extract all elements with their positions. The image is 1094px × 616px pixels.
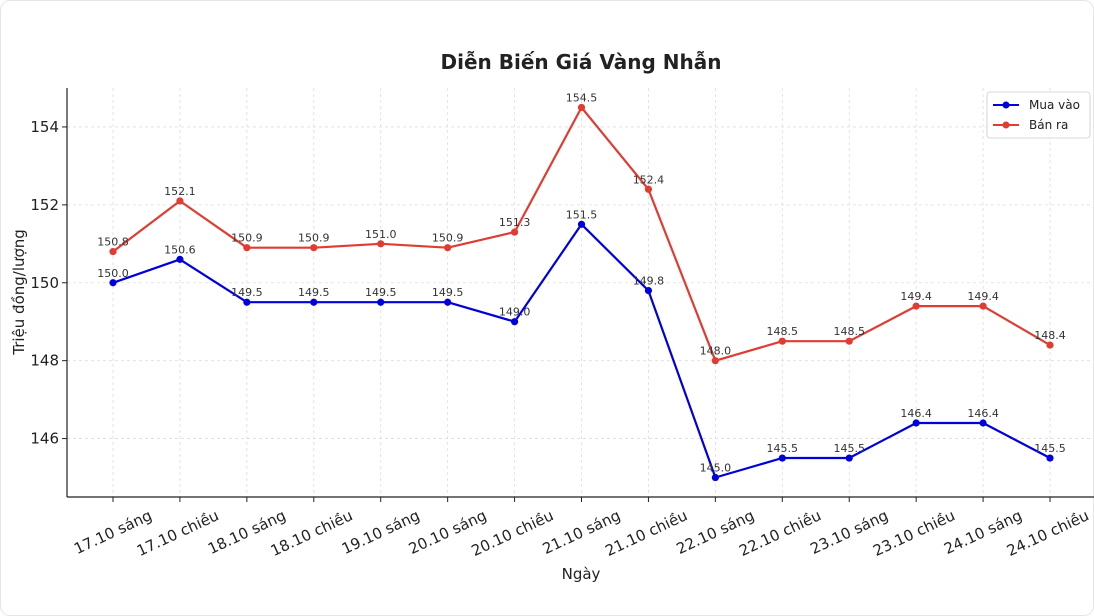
data-point xyxy=(912,302,920,310)
data-label: 149.4 xyxy=(967,290,999,303)
y-tick-label: 152 xyxy=(30,196,59,214)
data-label: 148.5 xyxy=(767,325,799,338)
data-point xyxy=(109,279,117,287)
data-label: 146.4 xyxy=(967,407,999,420)
data-label: 145.5 xyxy=(767,442,799,455)
data-point xyxy=(310,298,318,306)
data-point xyxy=(510,228,519,236)
data-point xyxy=(377,298,385,306)
data-point xyxy=(711,473,719,482)
data-label: 149.5 xyxy=(365,286,397,299)
data-label: 145.5 xyxy=(1034,442,1066,455)
data-point xyxy=(778,454,786,462)
legend-marker-ban-ra xyxy=(1002,121,1010,129)
data-label: 150.0 xyxy=(97,267,129,280)
data-label: 154.5 xyxy=(566,91,598,104)
data-label: 149.5 xyxy=(231,286,263,299)
data-label: 145.0 xyxy=(700,462,732,475)
data-label: 145.5 xyxy=(833,442,865,455)
data-label: 149.5 xyxy=(298,286,330,299)
y-tick-label: 150 xyxy=(30,274,59,292)
data-point xyxy=(510,318,519,326)
legend-marker-mua-vao xyxy=(1002,101,1010,109)
chart-title: Diễn Biến Giá Vàng Nhẫn xyxy=(441,50,722,74)
axes xyxy=(66,88,1094,498)
data-point xyxy=(176,197,184,205)
data-label: 150.9 xyxy=(231,232,263,245)
y-tick-label: 146 xyxy=(30,430,59,448)
data-point xyxy=(979,419,987,427)
data-point xyxy=(845,337,853,345)
data-point xyxy=(377,240,385,248)
data-label: 150.8 xyxy=(97,236,129,249)
data-point xyxy=(845,454,853,462)
data-point xyxy=(444,244,452,252)
data-point xyxy=(778,337,786,345)
data-point xyxy=(310,244,318,252)
data-label: 149.0 xyxy=(499,306,531,319)
data-point xyxy=(912,419,920,427)
data-point xyxy=(109,248,117,256)
data-point xyxy=(577,220,586,228)
y-tick-label: 154 xyxy=(30,118,59,136)
x-axis-label: Ngày xyxy=(562,565,601,583)
y-axis-label: Triệu đồng/lượng xyxy=(10,229,28,355)
data-point xyxy=(577,103,586,112)
data-point xyxy=(644,185,653,193)
y-tick-label: 148 xyxy=(30,352,59,370)
grid xyxy=(67,88,1094,497)
legend: Mua vào Bán ra xyxy=(986,91,1091,139)
data-point xyxy=(444,298,452,306)
data-point xyxy=(243,244,251,252)
data-label: 152.4 xyxy=(633,173,665,186)
data-point xyxy=(176,255,184,263)
data-label: 149.8 xyxy=(633,275,665,288)
data-labels: 150.0 150.6 149.5 149.5 149.5 149.5 149.0 151.5… xyxy=(97,91,1066,474)
data-point xyxy=(711,357,719,365)
data-label: 146.4 xyxy=(900,407,932,420)
data-label: 151.5 xyxy=(566,208,598,221)
data-label: 149.4 xyxy=(900,290,932,303)
data-point xyxy=(979,302,987,310)
data-label: 150.9 xyxy=(298,232,330,245)
data-label: 152.1 xyxy=(164,185,196,198)
legend-label-ban-ra: Bán ra xyxy=(1029,118,1068,132)
data-label: 148.4 xyxy=(1034,329,1066,342)
data-point xyxy=(1046,341,1054,349)
data-label: 149.5 xyxy=(432,286,464,299)
legend-box xyxy=(986,91,1091,139)
data-label: 148.0 xyxy=(700,345,732,358)
data-point xyxy=(1046,454,1054,462)
data-label: 148.5 xyxy=(833,325,865,338)
legend-label-mua-vao: Mua vào xyxy=(1029,98,1080,112)
data-label: 151.3 xyxy=(499,216,531,229)
data-point xyxy=(243,298,251,306)
data-label: 150.6 xyxy=(164,243,196,256)
data-label: 151.0 xyxy=(365,228,397,241)
data-point xyxy=(644,286,653,295)
series xyxy=(109,103,1054,482)
y-ticks: 146 148 150 152 154 xyxy=(30,118,67,448)
data-label: 150.9 xyxy=(432,232,464,245)
